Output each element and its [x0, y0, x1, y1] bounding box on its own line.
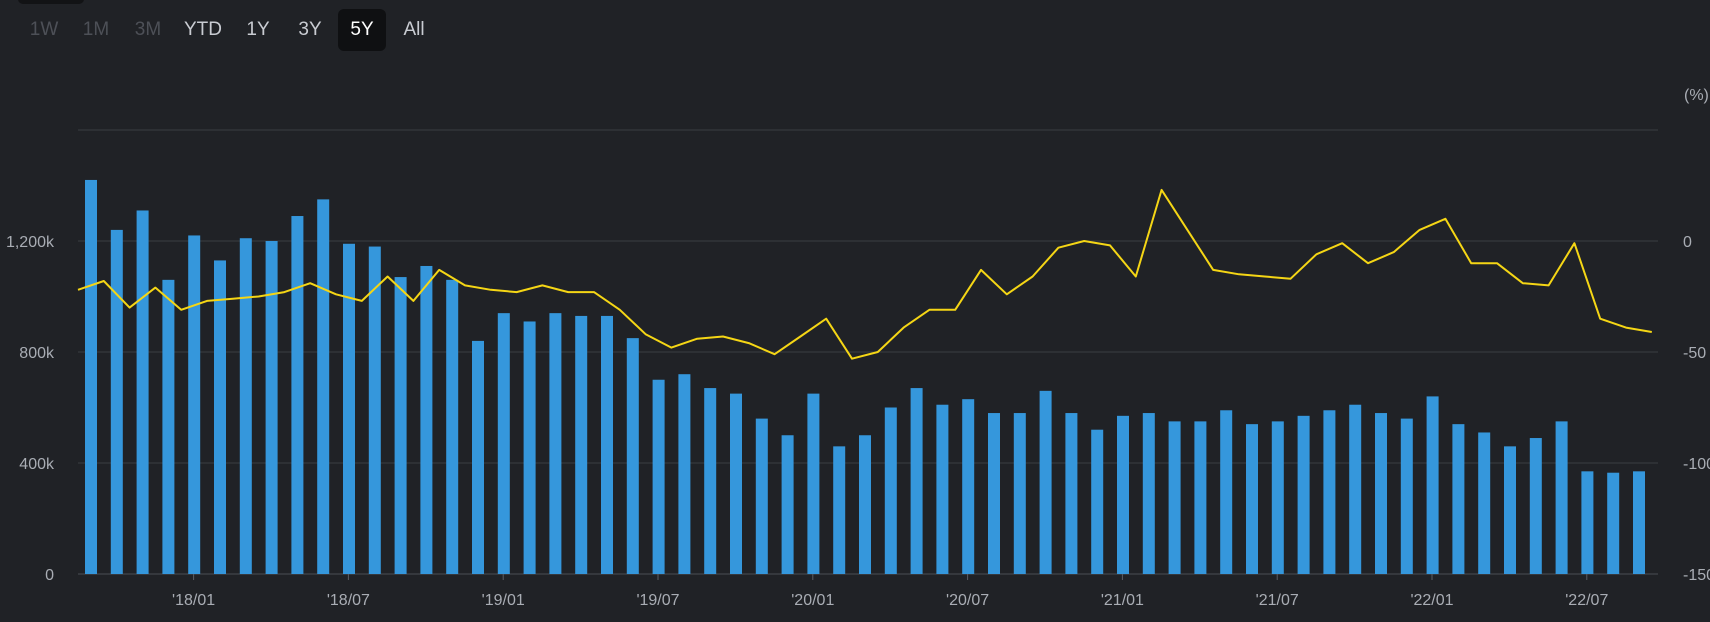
volume-bar[interactable] — [833, 446, 846, 574]
range-button-3y[interactable]: 3Y — [298, 19, 322, 40]
line-series — [77, 188, 1652, 360]
x-axis-tick-label: '20/01 — [791, 592, 834, 609]
x-axis-tick-label: '18/01 — [172, 592, 215, 609]
volume-bar[interactable] — [265, 241, 278, 574]
right-axis-tick-label: 0 — [1683, 234, 1692, 251]
volume-bar[interactable] — [1478, 432, 1491, 574]
left-axis-tick-label: 800k — [19, 345, 55, 362]
volume-bar[interactable] — [601, 315, 613, 574]
range-button-5y[interactable]: 5Y — [338, 9, 386, 51]
volume-bar[interactable] — [497, 313, 510, 574]
volume-bar[interactable] — [1065, 413, 1078, 574]
volume-bar[interactable] — [1633, 471, 1645, 574]
volume-bar[interactable] — [394, 277, 407, 574]
range-button-1y[interactable]: 1Y — [246, 19, 270, 40]
volume-bar[interactable] — [781, 435, 794, 574]
volume-bar[interactable] — [1117, 415, 1129, 574]
volume-bar[interactable] — [1426, 396, 1439, 574]
volume-bar[interactable] — [1452, 424, 1465, 574]
range-button-1m: 1M — [82, 19, 110, 40]
volume-bar[interactable] — [549, 313, 562, 574]
volume-bar[interactable] — [110, 229, 123, 574]
volume-bar[interactable] — [446, 279, 459, 574]
x-axis-tick-label: '20/07 — [946, 592, 989, 609]
volume-bar[interactable] — [1039, 390, 1052, 574]
volume-bar[interactable] — [1013, 413, 1026, 574]
volume-bar[interactable] — [188, 235, 201, 574]
volume-bar[interactable] — [859, 435, 871, 574]
axes: 0 400k 800k 1,200k -150 -100 -50 0 (%) '18/01 '18/… — [6, 87, 1710, 609]
volume-bar[interactable] — [343, 243, 355, 574]
volume-bar[interactable] — [575, 315, 588, 574]
volume-bar[interactable] — [1297, 415, 1310, 574]
volume-bar[interactable] — [420, 265, 433, 574]
volume-bar[interactable] — [884, 407, 897, 575]
volume-bar[interactable] — [1349, 404, 1362, 574]
volume-bar[interactable] — [214, 260, 226, 574]
volume-bar[interactable] — [1581, 471, 1594, 574]
volume-bar[interactable] — [910, 388, 923, 574]
volume-bar[interactable] — [136, 210, 149, 574]
right-axis-unit-label: (%) — [1684, 87, 1709, 104]
range-button-1w: 1W — [29, 19, 59, 40]
volume-bar[interactable] — [652, 379, 665, 574]
volume-bar[interactable] — [1194, 421, 1207, 574]
left-axis-tick-label: 400k — [19, 456, 55, 473]
volume-bar[interactable] — [1246, 424, 1258, 574]
x-axis-tick-label: '22/07 — [1565, 592, 1608, 609]
volume-bar[interactable] — [472, 340, 484, 574]
volume-bar[interactable] — [1529, 438, 1542, 574]
volume-bar[interactable] — [368, 246, 381, 575]
x-axis-tick-label: '19/07 — [636, 592, 679, 609]
left-axis-tick-label: 1,200k — [6, 234, 55, 251]
left-axis-tick-label: 0 — [45, 567, 54, 584]
volume-bar[interactable] — [1168, 421, 1181, 574]
x-axis-tick-label: '21/01 — [1101, 592, 1144, 609]
volume-bar[interactable] — [523, 321, 536, 574]
volume-bar[interactable] — [962, 399, 975, 574]
volume-bar[interactable] — [239, 238, 252, 574]
volume-bar[interactable] — [936, 404, 949, 574]
yoy-change-line[interactable] — [77, 188, 1652, 360]
volume-bar[interactable] — [1555, 421, 1568, 574]
volume-bar[interactable] — [85, 179, 97, 574]
right-axis-tick-label: -100 — [1683, 456, 1710, 473]
time-range-selector: 1W 1M 3M YTD 1Y 3Y 5Y All — [20, 8, 438, 52]
volume-bar[interactable] — [730, 393, 742, 574]
x-axis-tick-label: '18/07 — [327, 592, 370, 609]
range-button-all[interactable]: All — [403, 19, 425, 40]
right-axis-tick-label: -150 — [1683, 567, 1710, 584]
volume-bar[interactable] — [1220, 410, 1233, 574]
volume-bar[interactable] — [807, 393, 820, 574]
right-axis-tick-label: -50 — [1683, 345, 1706, 362]
volume-bar[interactable] — [1271, 421, 1284, 574]
volume-bar[interactable] — [988, 413, 1000, 574]
x-axis-tick-label: '21/07 — [1256, 592, 1299, 609]
volume-bar[interactable] — [1375, 413, 1387, 574]
top-tab-stub[interactable] — [18, 0, 84, 4]
volume-bar[interactable] — [1323, 410, 1336, 574]
volume-bar[interactable] — [1091, 429, 1104, 574]
volume-bar[interactable] — [704, 388, 717, 574]
bar-series — [85, 179, 1645, 575]
volume-bar[interactable] — [291, 216, 304, 574]
volume-bar[interactable] — [626, 338, 639, 574]
x-axis-tick-label: '19/01 — [482, 592, 525, 609]
volume-bar[interactable] — [317, 199, 330, 574]
volume-bar[interactable] — [1504, 446, 1516, 574]
volume-bar[interactable] — [678, 374, 691, 574]
range-button-3m: 3M — [134, 19, 162, 40]
volume-bar[interactable] — [1607, 472, 1620, 574]
x-axis-tick-label: '22/01 — [1410, 592, 1453, 609]
volume-bar[interactable] — [1142, 413, 1155, 574]
volume-bar[interactable] — [162, 279, 175, 574]
volume-bar[interactable] — [755, 418, 768, 574]
range-button-ytd[interactable]: YTD — [184, 19, 222, 40]
volume-bar[interactable] — [1400, 418, 1413, 574]
